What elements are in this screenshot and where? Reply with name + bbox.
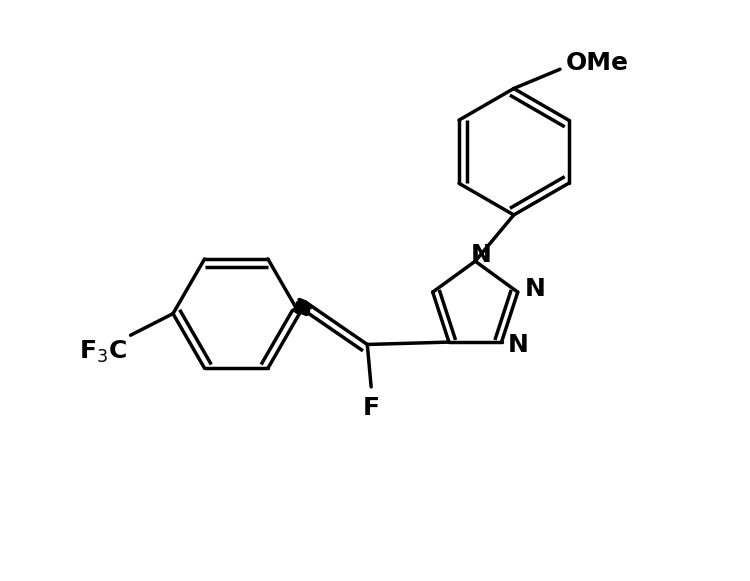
Text: N: N	[508, 333, 529, 357]
Text: N: N	[524, 277, 545, 301]
Text: F$_3$C: F$_3$C	[79, 339, 127, 365]
Text: N: N	[471, 243, 492, 267]
Text: OMe: OMe	[566, 51, 629, 75]
Text: F: F	[363, 396, 380, 420]
